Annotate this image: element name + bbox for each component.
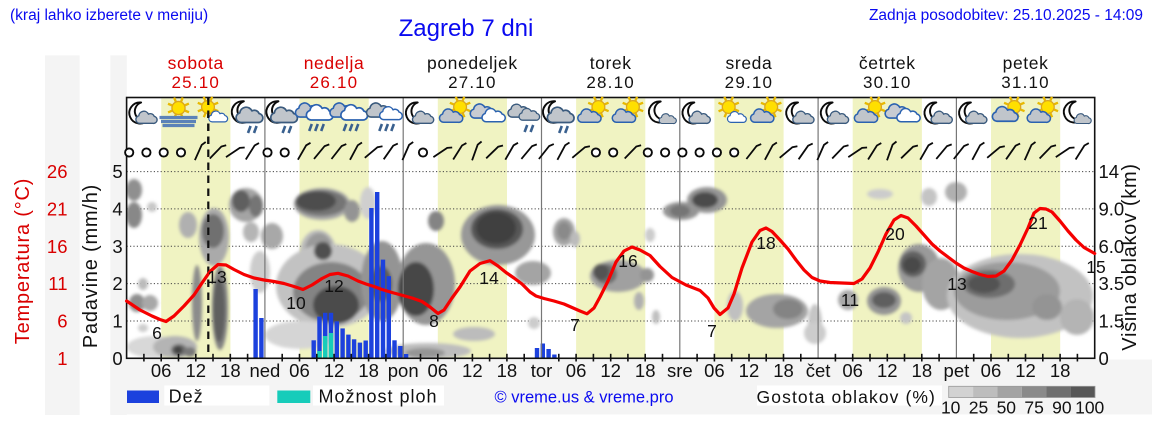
- svg-text:9.0: 9.0: [1099, 198, 1125, 219]
- svg-text:1: 1: [57, 348, 67, 369]
- svg-text:4: 4: [112, 198, 122, 219]
- svg-text:06: 06: [842, 360, 863, 381]
- svg-text:75: 75: [1024, 398, 1043, 418]
- svg-text:petek: petek: [1003, 53, 1049, 73]
- svg-text:0: 0: [112, 348, 122, 369]
- svg-text:29.10: 29.10: [725, 73, 774, 92]
- svg-text:06: 06: [704, 360, 725, 381]
- svg-text:13: 13: [947, 274, 966, 294]
- svg-text:15: 15: [1086, 257, 1105, 277]
- svg-text:50: 50: [997, 398, 1017, 418]
- svg-text:Zadnja posodobitev: 25.10.2025: Zadnja posodobitev: 25.10.2025 - 14:09: [869, 7, 1143, 24]
- svg-text:18: 18: [358, 360, 379, 381]
- svg-text:Dež: Dež: [169, 387, 204, 407]
- svg-text:© vreme.us & vreme.pro: © vreme.us & vreme.pro: [494, 389, 673, 407]
- svg-text:18: 18: [635, 360, 656, 381]
- svg-text:ponedeljek: ponedeljek: [427, 53, 518, 73]
- svg-text:18: 18: [220, 360, 241, 381]
- svg-text:21: 21: [1028, 213, 1047, 233]
- svg-text:31.10: 31.10: [1001, 73, 1050, 92]
- svg-text:6.0: 6.0: [1099, 236, 1125, 257]
- svg-text:Možnost ploh: Možnost ploh: [319, 387, 438, 407]
- svg-text:18: 18: [497, 360, 518, 381]
- svg-text:3: 3: [112, 236, 122, 257]
- svg-text:11: 11: [841, 290, 859, 310]
- svg-text:6: 6: [152, 323, 162, 343]
- svg-text:14: 14: [479, 268, 499, 288]
- svg-text:2: 2: [112, 273, 122, 294]
- svg-text:pon: pon: [388, 360, 419, 381]
- svg-text:6: 6: [57, 310, 67, 331]
- svg-text:14: 14: [1099, 161, 1120, 182]
- svg-text:100: 100: [1075, 398, 1104, 418]
- svg-text:pet: pet: [944, 360, 970, 381]
- svg-text:ned: ned: [249, 360, 280, 381]
- svg-text:(kraj lahko izberete v meniju): (kraj lahko izberete v meniju): [10, 7, 208, 24]
- svg-text:18: 18: [773, 360, 794, 381]
- svg-text:18: 18: [912, 360, 933, 381]
- svg-text:20: 20: [885, 224, 905, 244]
- svg-text:čet: čet: [806, 360, 831, 381]
- svg-text:21: 21: [47, 198, 68, 219]
- svg-text:90: 90: [1052, 398, 1072, 418]
- svg-text:četrtek: četrtek: [859, 53, 916, 73]
- svg-text:10: 10: [941, 398, 961, 418]
- svg-text:18: 18: [1050, 360, 1071, 381]
- svg-text:06: 06: [289, 360, 310, 381]
- svg-text:Zagreb 7 dni: Zagreb 7 dni: [399, 15, 534, 42]
- svg-text:18: 18: [756, 233, 775, 253]
- svg-text:Gostota oblakov (%): Gostota oblakov (%): [757, 387, 936, 407]
- svg-text:11: 11: [48, 273, 67, 294]
- svg-text:sre: sre: [667, 360, 693, 381]
- svg-text:16: 16: [618, 251, 637, 271]
- svg-text:7: 7: [707, 321, 717, 341]
- svg-text:Temperatura (°C): Temperatura (°C): [12, 178, 34, 344]
- svg-text:06: 06: [566, 360, 587, 381]
- svg-text:13: 13: [207, 267, 226, 287]
- svg-text:10: 10: [286, 293, 306, 313]
- svg-text:25.10: 25.10: [171, 73, 220, 92]
- svg-text:12: 12: [739, 360, 760, 381]
- svg-text:tor: tor: [531, 360, 553, 381]
- svg-text:3.5: 3.5: [1099, 273, 1125, 294]
- svg-text:sreda: sreda: [726, 53, 773, 73]
- svg-text:27.10: 27.10: [448, 73, 497, 92]
- svg-text:1: 1: [112, 310, 122, 331]
- svg-text:12: 12: [877, 360, 898, 381]
- svg-text:1.5: 1.5: [1099, 310, 1125, 331]
- svg-text:12: 12: [600, 360, 621, 381]
- svg-text:06: 06: [981, 360, 1002, 381]
- svg-text:12: 12: [462, 360, 483, 381]
- svg-text:7: 7: [570, 315, 580, 335]
- svg-text:nedelja: nedelja: [304, 53, 365, 73]
- svg-text:06: 06: [427, 360, 448, 381]
- svg-text:28.10: 28.10: [586, 73, 635, 92]
- svg-text:12: 12: [324, 360, 345, 381]
- svg-text:0: 0: [1099, 348, 1109, 369]
- svg-text:25: 25: [969, 398, 988, 418]
- svg-text:26: 26: [47, 161, 68, 182]
- svg-text:Višina oblakov (km): Višina oblakov (km): [1119, 163, 1141, 350]
- svg-text:8: 8: [429, 311, 439, 331]
- svg-text:12: 12: [324, 276, 343, 296]
- svg-text:26.10: 26.10: [310, 73, 359, 92]
- svg-text:12: 12: [185, 360, 206, 381]
- svg-text:06: 06: [151, 360, 172, 381]
- svg-text:Padavine (mm/h): Padavine (mm/h): [80, 184, 102, 348]
- svg-text:sobota: sobota: [168, 53, 224, 73]
- svg-text:30.10: 30.10: [863, 73, 912, 92]
- svg-text:torek: torek: [590, 53, 632, 73]
- svg-text:16: 16: [47, 236, 68, 257]
- svg-text:5: 5: [112, 161, 122, 182]
- svg-text:12: 12: [1015, 360, 1036, 381]
